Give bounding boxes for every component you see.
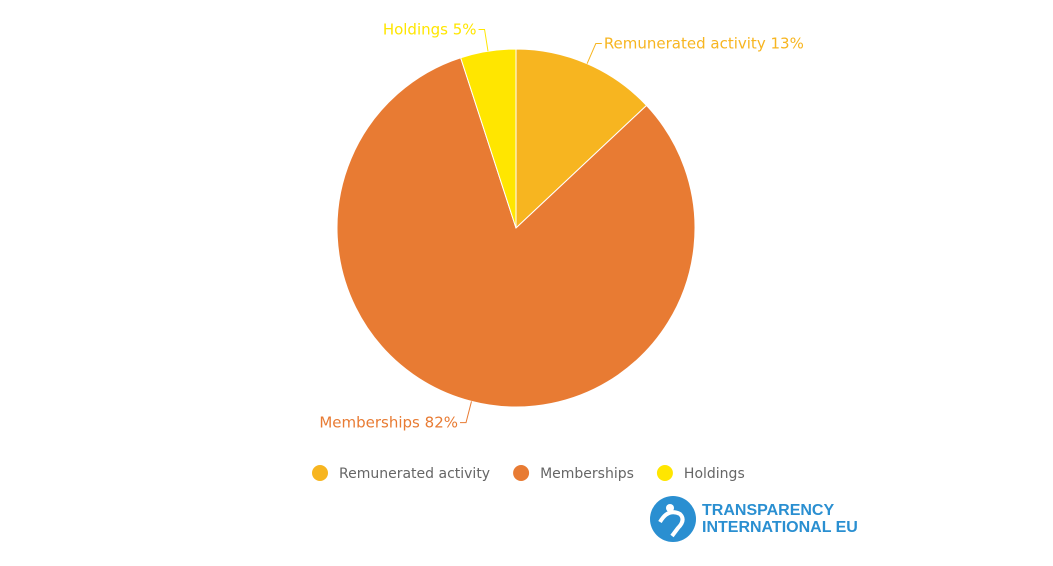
pie-slice	[460, 48, 517, 229]
logo-head	[666, 504, 674, 512]
logo: TRANSPARENCY INTERNATIONAL EU	[650, 496, 858, 542]
leader-line	[586, 43, 602, 64]
data-label: Remunerated activity 13%	[604, 34, 804, 52]
logo-line2: INTERNATIONAL EU	[702, 519, 858, 536]
legend-marker	[513, 465, 530, 481]
label-category: Remunerated activity	[604, 34, 766, 52]
label-value: 13%	[770, 34, 803, 52]
logo-icon	[650, 496, 696, 542]
data-label: Holdings 5%	[383, 20, 477, 38]
label-value: 5%	[453, 20, 477, 38]
legend-label: Memberships	[540, 466, 634, 482]
label-value: 82%	[425, 413, 458, 431]
legend-label: Remunerated activity	[339, 466, 490, 482]
label-category: Holdings	[383, 20, 448, 38]
leader-line	[460, 401, 472, 424]
legend-marker	[312, 465, 328, 481]
legend-marker	[656, 465, 673, 481]
pie-slice	[515, 48, 648, 230]
legend-label: Holdings	[684, 466, 745, 482]
data-label: Memberships 82%	[319, 413, 458, 431]
pie-slice	[336, 57, 696, 408]
logo-figure	[658, 510, 685, 538]
label-category: Memberships	[319, 413, 420, 431]
leader-line	[478, 28, 489, 52]
logo-line1: TRANSPARENCY	[702, 502, 834, 519]
